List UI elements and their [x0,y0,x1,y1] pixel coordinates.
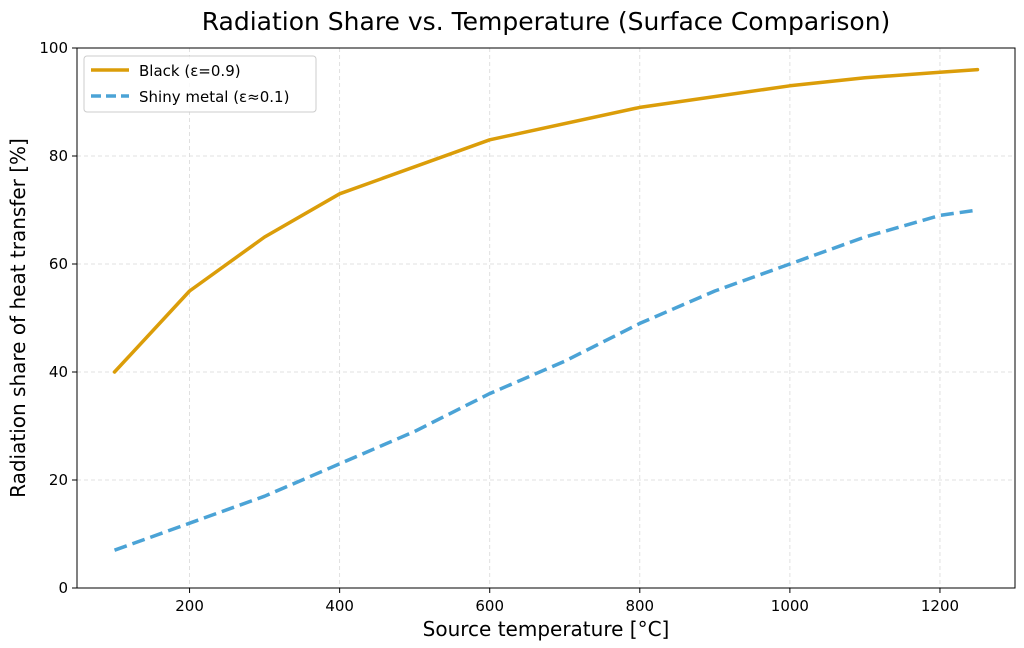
legend: Black (ε=0.9) Shiny metal (ε≈0.1) [83,55,317,113]
y-tick-label: 80 [49,147,68,165]
x-axis-label: Source temperature [°C] [423,617,670,641]
series-line-black [112,67,980,374]
y-tick-label: 20 [49,471,68,489]
legend-box [83,55,317,113]
x-tick-label: 800 [625,597,654,615]
series-lines [112,67,980,552]
y-tick-label: 100 [39,39,68,57]
plot-frame [76,47,1016,589]
axis-ticks: 200 400 600 800 1000 1200 0 20 40 60 80 100 [39,39,959,615]
series-line-shiny-metal [113,208,978,552]
x-tick-label: 600 [475,597,504,615]
x-tick-label: 400 [325,597,354,615]
x-tick-label: 1200 [921,597,959,615]
y-tick-label: 60 [49,255,68,273]
y-tick-label: 0 [58,579,68,597]
y-tick-label: 40 [49,363,68,381]
y-axis-label: Radiation share of heat transfer [%] [6,138,30,498]
x-tick-label: 1000 [771,597,809,615]
legend-label-shiny-metal: Shiny metal (ε≈0.1) [139,88,289,106]
x-tick-label: 200 [175,597,204,615]
chart-title: Radiation Share vs. Temperature (Surface… [202,7,891,36]
legend-label-black: Black (ε=0.9) [139,62,241,80]
